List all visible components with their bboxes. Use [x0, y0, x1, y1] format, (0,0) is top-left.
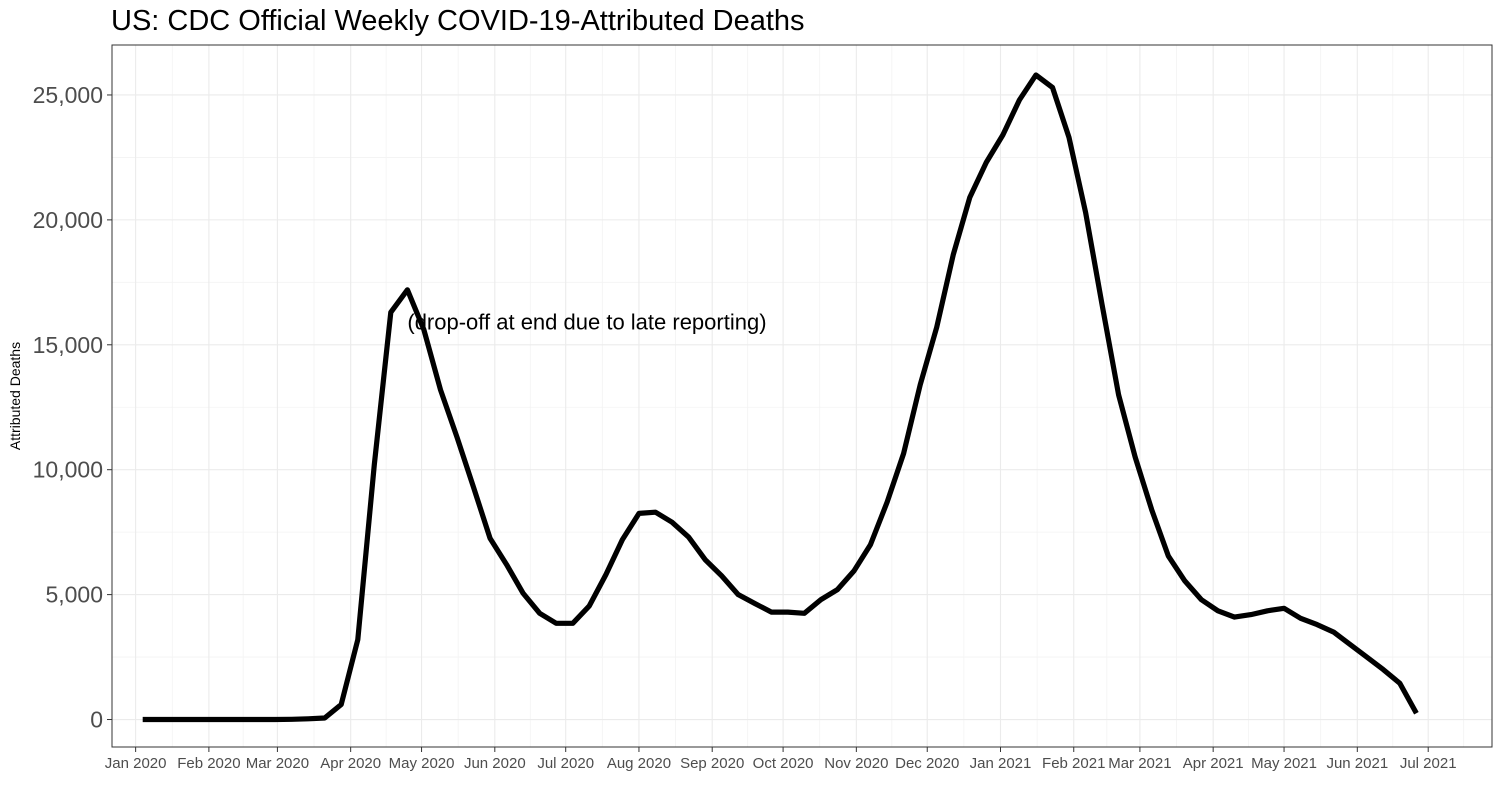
- y-tick-label: 10,000: [33, 457, 103, 483]
- x-tick-label: Feb 2020: [177, 755, 240, 772]
- plot-panel-border: [111, 44, 1493, 748]
- x-tick-label: Nov 2020: [824, 755, 888, 772]
- y-tick-label: 15,000: [33, 332, 103, 358]
- x-tick-label: Jun 2021: [1326, 755, 1388, 772]
- x-tick-label: Jun 2020: [464, 755, 526, 772]
- x-tick-label: Oct 2020: [753, 755, 814, 772]
- grid-major: [112, 45, 1492, 747]
- x-tick-label: Mar 2021: [1108, 755, 1171, 772]
- x-tick-label: Feb 2021: [1042, 755, 1105, 772]
- series-line: [142, 72, 1419, 723]
- y-tick-label: 25,000: [33, 82, 103, 108]
- chart-title: US: CDC Official Weekly COVID-19-Attribu…: [111, 5, 805, 37]
- x-tick-label: Jul 2020: [537, 755, 594, 772]
- y-axis: 0 5,000 10,000 15,000 20,000 25,000: [33, 82, 112, 733]
- y-tick-label: 0: [90, 707, 103, 733]
- x-tick-label: Apr 2021: [1183, 755, 1244, 772]
- x-tick-label: Jan 2020: [105, 755, 167, 772]
- x-tick-label: Aug 2020: [607, 755, 671, 772]
- y-axis-title: Attributed Deaths: [7, 342, 23, 450]
- x-tick-label: Dec 2020: [895, 755, 959, 772]
- x-tick-label: Jul 2021: [1400, 755, 1457, 772]
- x-tick-label: Apr 2020: [320, 755, 381, 772]
- x-tick-label: May 2021: [1251, 755, 1317, 772]
- series-layer: [142, 72, 1419, 723]
- grid-minor: [112, 45, 1492, 747]
- x-axis: Jan 2020 Feb 2020 Mar 2020 Apr 2020 May 2020…: [105, 747, 1457, 772]
- x-tick-label: Mar 2020: [246, 755, 309, 772]
- y-tick-label: 20,000: [33, 207, 103, 233]
- x-tick-label: May 2020: [389, 755, 455, 772]
- x-tick-label: Sep 2020: [680, 755, 744, 772]
- annotation: (drop-off at end due to late reporting): [407, 309, 766, 334]
- y-tick-label: 5,000: [45, 582, 103, 608]
- x-tick-label: Jan 2021: [970, 755, 1032, 772]
